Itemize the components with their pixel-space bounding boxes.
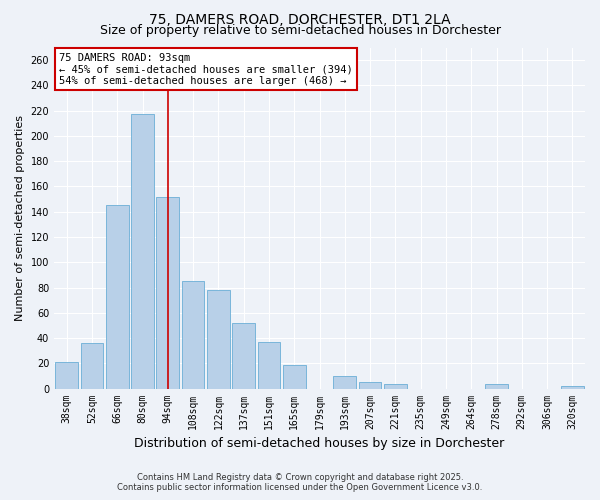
Bar: [334, 376, 356, 388]
Bar: [232, 323, 255, 388]
Bar: [561, 386, 584, 388]
Bar: [106, 206, 128, 388]
Text: 75, DAMERS ROAD, DORCHESTER, DT1 2LA: 75, DAMERS ROAD, DORCHESTER, DT1 2LA: [149, 12, 451, 26]
Y-axis label: Number of semi-detached properties: Number of semi-detached properties: [15, 115, 25, 321]
Bar: [384, 384, 407, 388]
Bar: [131, 114, 154, 388]
Bar: [257, 342, 280, 388]
Bar: [359, 382, 382, 388]
X-axis label: Distribution of semi-detached houses by size in Dorchester: Distribution of semi-detached houses by …: [134, 437, 505, 450]
Text: Size of property relative to semi-detached houses in Dorchester: Size of property relative to semi-detach…: [100, 24, 500, 37]
Bar: [80, 343, 103, 388]
Bar: [55, 362, 78, 388]
Text: Contains HM Land Registry data © Crown copyright and database right 2025.
Contai: Contains HM Land Registry data © Crown c…: [118, 473, 482, 492]
Bar: [182, 281, 205, 388]
Text: 75 DAMERS ROAD: 93sqm
← 45% of semi-detached houses are smaller (394)
54% of sem: 75 DAMERS ROAD: 93sqm ← 45% of semi-deta…: [59, 52, 353, 86]
Bar: [207, 290, 230, 388]
Bar: [283, 364, 305, 388]
Bar: [485, 384, 508, 388]
Bar: [157, 196, 179, 388]
